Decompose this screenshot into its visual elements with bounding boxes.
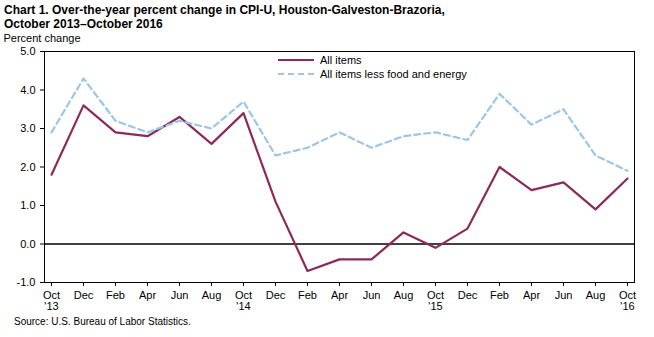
html-text:Chart 1. Over-the-year percent: Chart 1. Over-the-year percent change in… xyxy=(4,3,445,31)
svg-text:Apr: Apr xyxy=(523,289,540,301)
svg-text:Apr: Apr xyxy=(331,289,348,301)
svg-text:4.0: 4.0 xyxy=(20,84,35,96)
svg-text:Jun: Jun xyxy=(363,289,381,301)
svg-text:Aug: Aug xyxy=(586,289,606,301)
svg-text:Apr: Apr xyxy=(139,289,156,301)
svg-text:3.0: 3.0 xyxy=(20,122,35,134)
svg-text:Aug: Aug xyxy=(394,289,414,301)
svg-text:Oct'16: Oct'16 xyxy=(619,289,636,312)
svg-text:1.0: 1.0 xyxy=(20,199,35,211)
svg-text:2.0: 2.0 xyxy=(20,161,35,173)
svg-text:Oct'14: Oct'14 xyxy=(235,289,252,312)
html-text:All items less food and energy: All items less food and energy xyxy=(320,68,467,80)
svg-text:Jun: Jun xyxy=(555,289,573,301)
svg-text:Dec: Dec xyxy=(74,289,94,301)
svg-text:Aug: Aug xyxy=(202,289,222,301)
svg-text:Oct'13: Oct'13 xyxy=(43,289,60,312)
svg-text:Dec: Dec xyxy=(266,289,286,301)
html-text:All items: All items xyxy=(320,54,362,66)
svg-text:Feb: Feb xyxy=(490,289,509,301)
svg-text:Oct'15: Oct'15 xyxy=(427,289,444,312)
svg-text:0.0: 0.0 xyxy=(20,238,35,250)
svg-text:Jun: Jun xyxy=(171,289,189,301)
svg-text:Feb: Feb xyxy=(106,289,125,301)
svg-text:5.0: 5.0 xyxy=(20,45,35,57)
svg-text:Feb: Feb xyxy=(298,289,317,301)
html-text:Source: U.S. Bureau of Labor S: Source: U.S. Bureau of Labor Statistics. xyxy=(14,316,191,327)
svg-text:Percent change: Percent change xyxy=(4,32,81,44)
svg-text:-1.0: -1.0 xyxy=(17,276,36,288)
svg-text:Dec: Dec xyxy=(458,289,478,301)
